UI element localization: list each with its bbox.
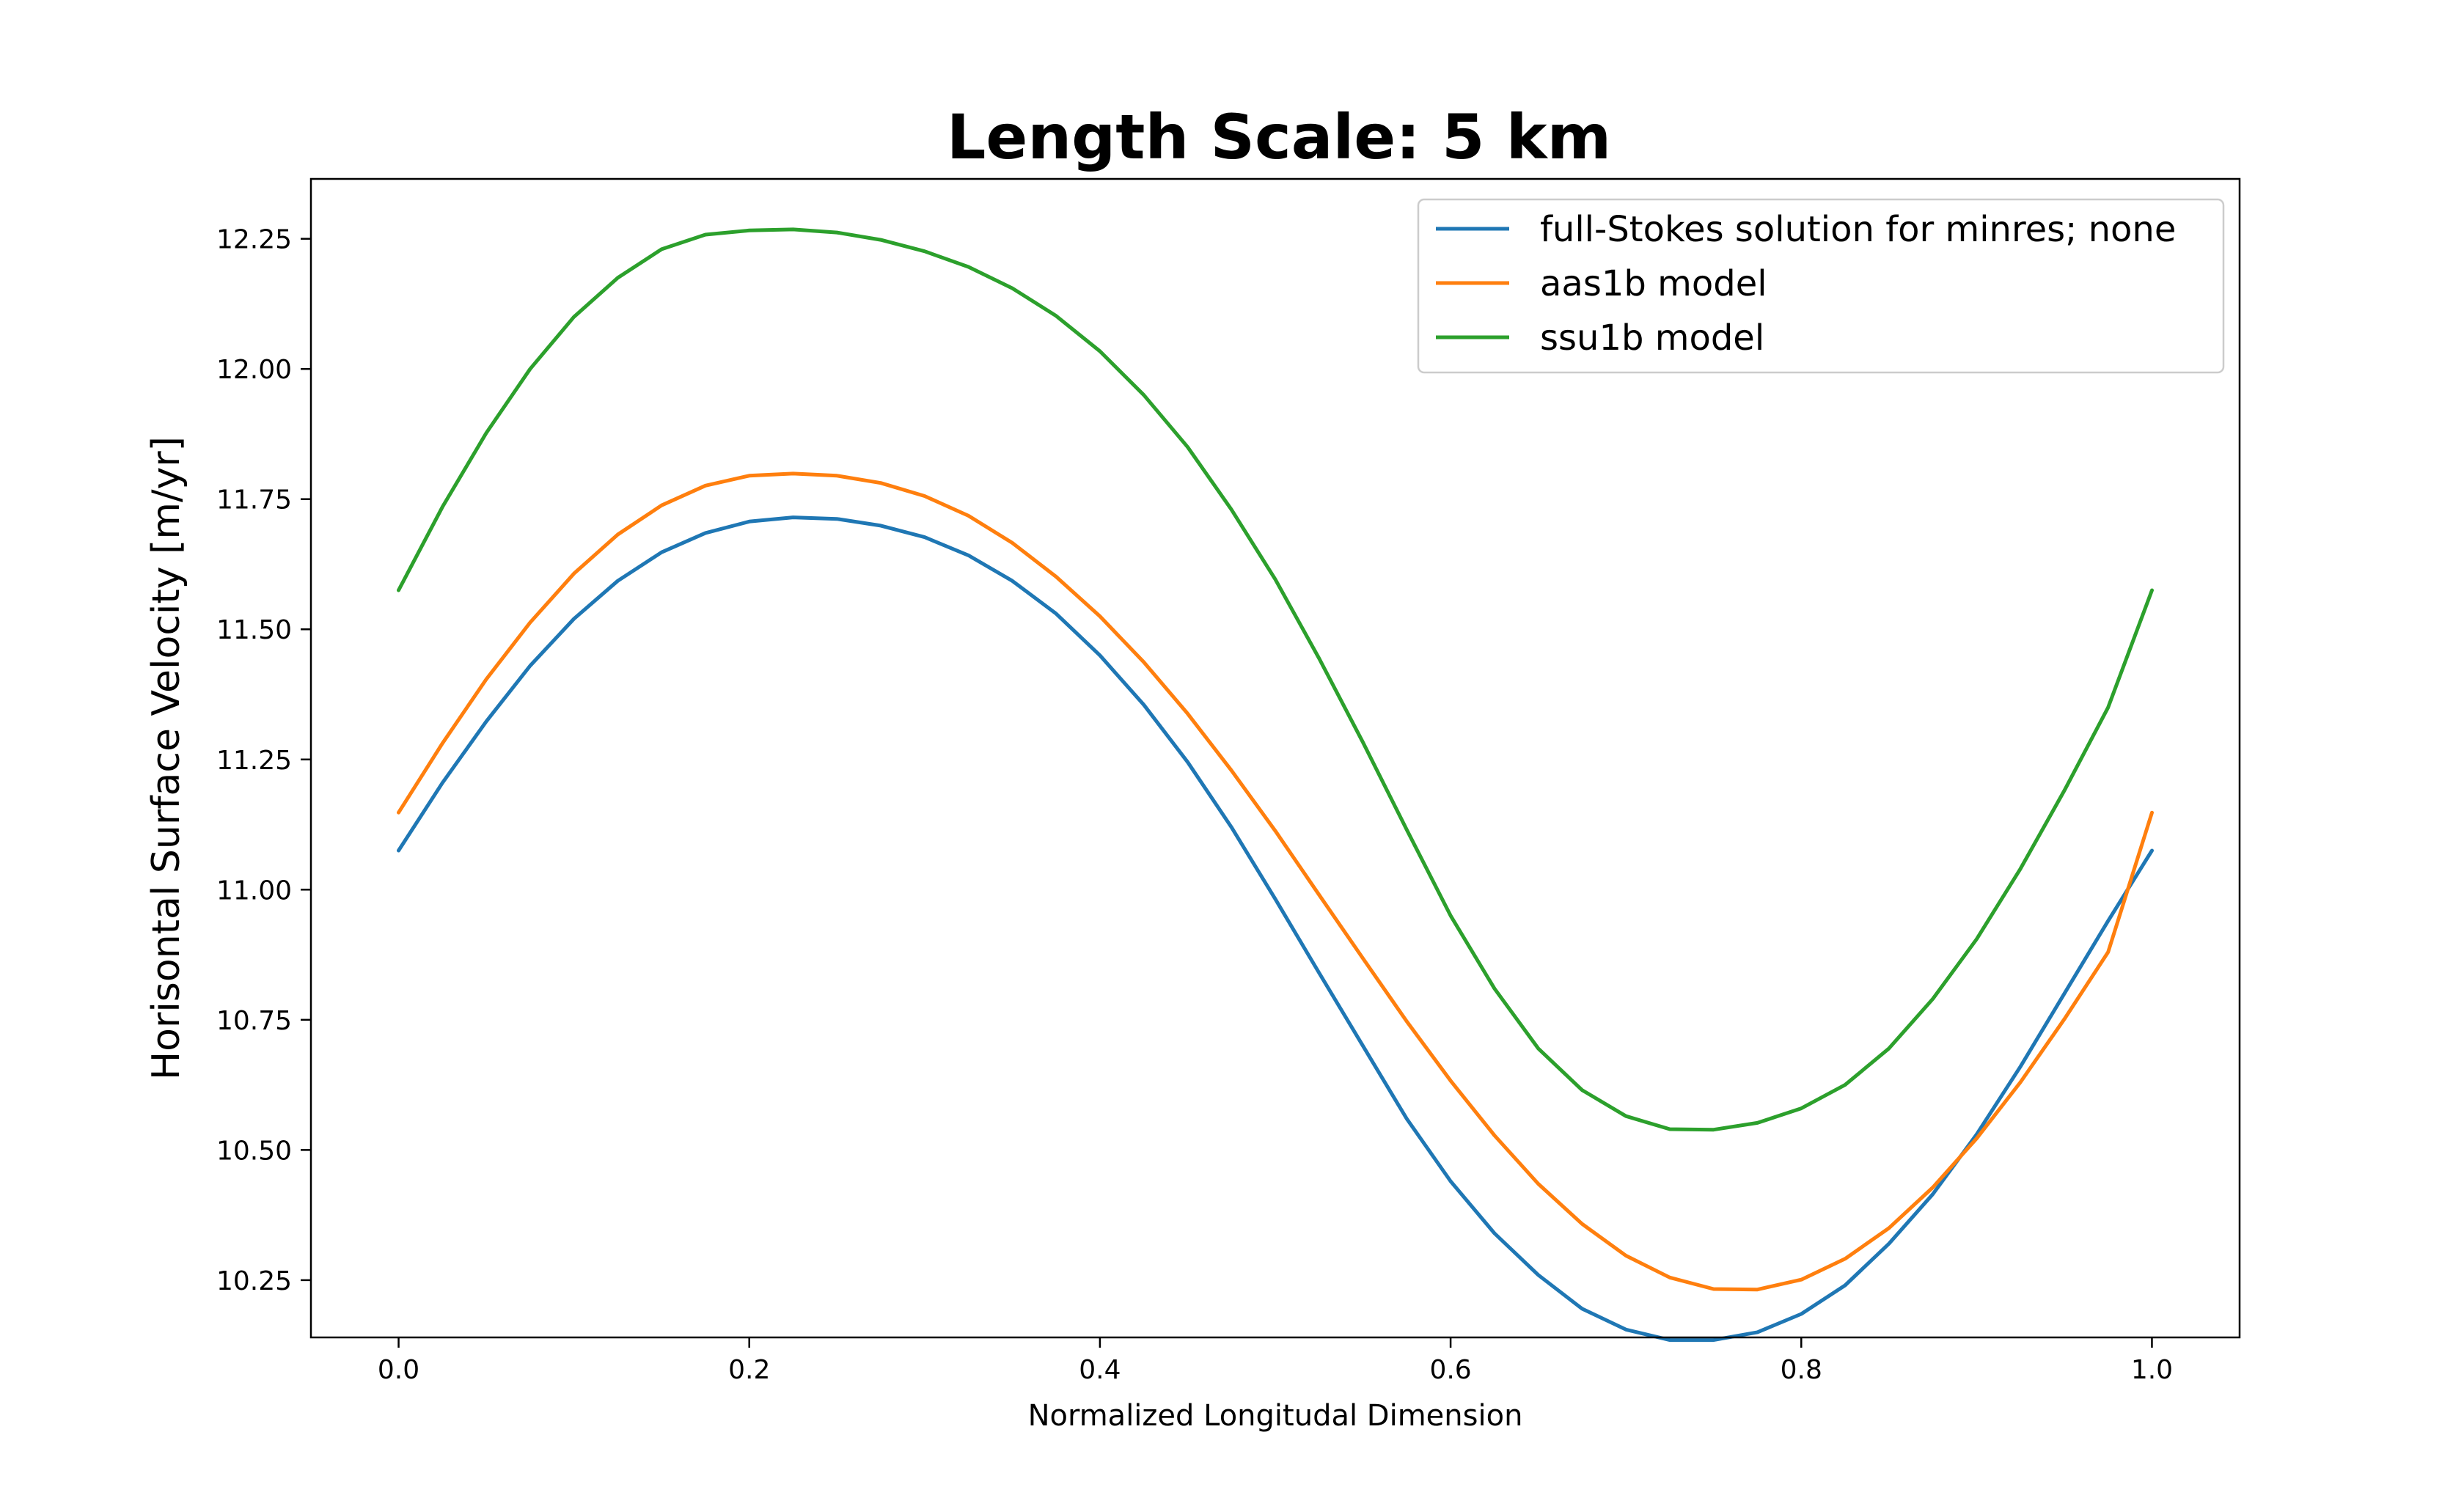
y-tick-label: 10.25 — [216, 1266, 292, 1296]
y-axis: 10.25 10.50 10.75 11.00 11.25 11.50 11.75 12.00… — [216, 225, 311, 1296]
chart-title: Length Scale: 5 km — [947, 101, 1611, 173]
y-tick-label: 12.00 — [216, 355, 292, 385]
legend-box — [1417, 198, 2225, 374]
legend-label-0: full-Stokes solution for minres; none — [1540, 209, 2176, 250]
x-tick-label: 0.0 — [378, 1355, 419, 1385]
x-tick-label: 1.0 — [2131, 1355, 2173, 1385]
y-tick-label: 11.25 — [216, 746, 292, 776]
legend: full-Stokes solution for minres; none aas… — [1417, 198, 2225, 374]
plot-area: 0.0 0.2 0.4 0.6 0.8 1.0 10.2510.5010.7511.001… — [216, 177, 2241, 1385]
series-line-1 — [397, 471, 2154, 1292]
y-tick-label: 11.75 — [216, 485, 292, 515]
y-tick-label: 11.00 — [216, 875, 292, 906]
x-tick-label: 0.4 — [1079, 1355, 1121, 1385]
x-axis: 0.0 0.2 0.4 0.6 0.8 1.0 — [378, 1337, 2173, 1385]
y-tick-label: 12.25 — [216, 225, 292, 255]
x-tick-label: 0.6 — [1429, 1355, 1471, 1385]
y-tick-label: 10.50 — [216, 1136, 292, 1166]
legend-entries: full-Stokes solution for minres; none aas… — [1436, 209, 2176, 359]
x-axis-label: Normalized Longitudal Dimension — [1028, 1399, 1523, 1433]
series-line-2 — [397, 227, 2154, 1132]
legend-label-1: aas1b model — [1540, 263, 1767, 304]
axes-frame — [309, 177, 2241, 1339]
legend-label-2: ssu1b model — [1540, 317, 1764, 359]
y-tick-label: 10.75 — [216, 1006, 292, 1036]
y-axis-label: Horisontal Surface Velocity [m/yr] — [144, 436, 188, 1080]
x-tick-label: 0.8 — [1781, 1355, 1822, 1385]
y-tick-label: 11.50 — [216, 615, 292, 645]
x-tick-label: 0.2 — [728, 1355, 770, 1385]
series-line-0 — [397, 515, 2154, 1343]
series-lines — [397, 227, 2154, 1343]
